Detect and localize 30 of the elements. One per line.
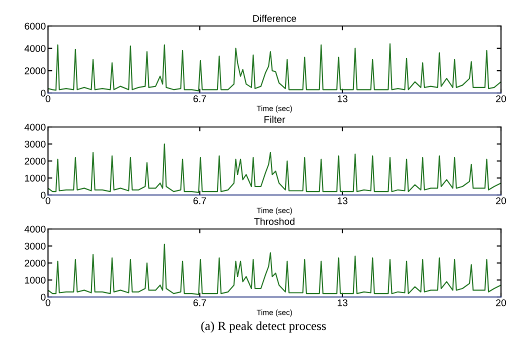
x-tick-label: 13 xyxy=(338,197,348,204)
y-tick-label: 1000 xyxy=(25,174,46,182)
y-tick-label: 1000 xyxy=(25,276,46,284)
x-tick-label: 20 xyxy=(496,95,506,102)
y-tick-label: 6000 xyxy=(24,22,46,30)
chart-title: Filter xyxy=(264,116,286,123)
y-tick-label: 2000 xyxy=(24,67,46,74)
x-tick-label: 13 xyxy=(338,95,348,102)
x-tick-label: 13 xyxy=(338,299,348,306)
line-series xyxy=(48,143,501,194)
y-tick-label: 2000 xyxy=(24,260,46,267)
line-series xyxy=(48,43,501,92)
y-tick-label: 4000 xyxy=(24,226,46,233)
y-tick-label: 3000 xyxy=(24,140,46,148)
x-tick-label: 6.7 xyxy=(193,299,206,306)
text: (a) R peak detect process xyxy=(201,321,326,333)
y-tick-label: 3000 xyxy=(24,242,46,250)
x-tick-label: 20 xyxy=(496,299,506,306)
y-tick-label: 2000 xyxy=(24,158,46,165)
y-tick-label: 0 xyxy=(40,90,46,97)
x-tick-label: 6.7 xyxy=(193,95,206,102)
y-tick-label: 0 xyxy=(40,192,46,199)
x-tick-label: 20 xyxy=(496,197,506,204)
y-tick-label: 4000 xyxy=(24,124,46,131)
chart-title: Difference xyxy=(253,14,296,22)
chart-title: Throshod xyxy=(254,218,294,225)
line-series xyxy=(48,244,501,296)
y-tick-label: 0 xyxy=(40,294,46,301)
x-tick-label: 6.7 xyxy=(193,197,206,204)
y-tick-label: 4000 xyxy=(24,45,46,52)
